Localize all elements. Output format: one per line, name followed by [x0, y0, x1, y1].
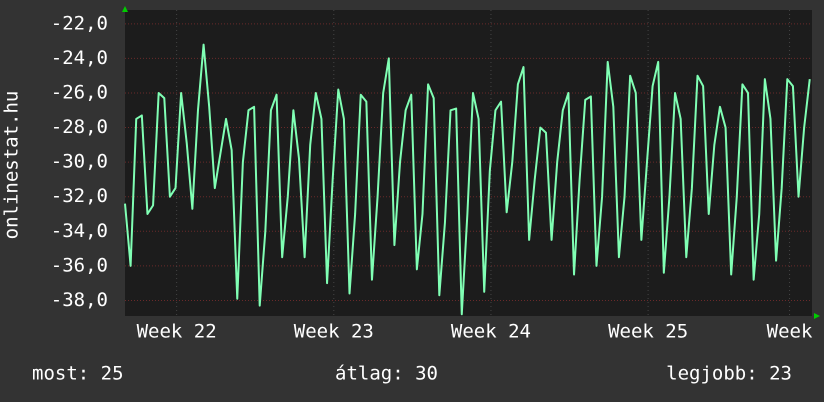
- footer-current: most: 25: [32, 363, 124, 385]
- plot-area: [125, 10, 812, 316]
- y-tick-label: -28,0: [51, 116, 108, 138]
- footer-best: legjobb: 23: [666, 363, 792, 385]
- x-tick-label: Week 25: [608, 321, 688, 343]
- footer-average: átlag: 30: [335, 363, 438, 385]
- data-line: [124, 43, 811, 316]
- y-tick-label: -36,0: [51, 254, 108, 276]
- axis-arrow: [122, 6, 128, 12]
- x-tick-label: Week 24: [451, 321, 531, 343]
- axis-arrow: [814, 313, 820, 319]
- y-tick-label: -22,0: [51, 12, 108, 34]
- y-tick-label: -30,0: [51, 151, 108, 173]
- x-tick-label: Week: [767, 321, 813, 343]
- y-tick-label: -26,0: [51, 81, 108, 103]
- y-tick-label: -34,0: [51, 220, 108, 242]
- y-tick-label: -32,0: [51, 185, 108, 207]
- y-tick-label: -24,0: [51, 47, 108, 69]
- y-tick-label: -38,0: [51, 289, 108, 311]
- y-axis-label: onlinestat.hu: [1, 91, 23, 240]
- x-tick-label: Week 23: [294, 321, 374, 343]
- x-tick-label: Week 22: [137, 321, 217, 343]
